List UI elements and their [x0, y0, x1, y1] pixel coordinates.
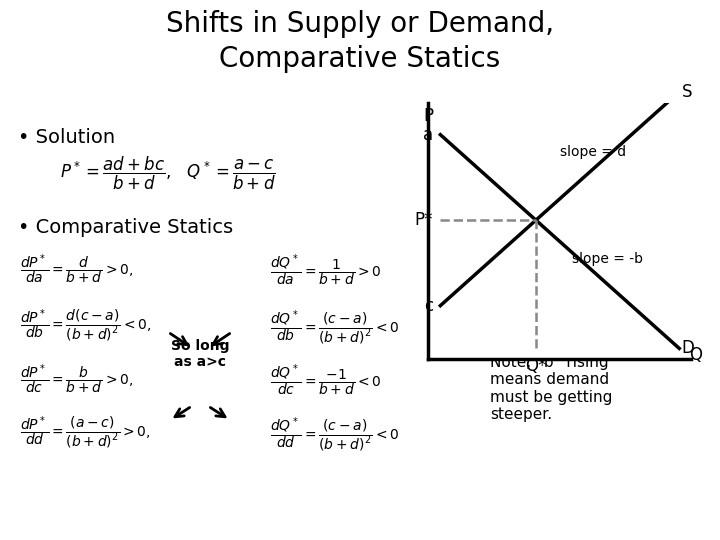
Text: P*: P* — [415, 211, 433, 229]
Text: $\dfrac{dQ^*}{dd} = \dfrac{(c-a)}{(b+d)^2} < 0$: $\dfrac{dQ^*}{dd} = \dfrac{(c-a)}{(b+d)^… — [270, 415, 400, 454]
Text: $\dfrac{dP^*}{da} = \dfrac{d}{b+d} > 0,$: $\dfrac{dP^*}{da} = \dfrac{d}{b+d} > 0,$ — [20, 252, 133, 286]
Text: Shifts in Supply or Demand,
Comparative Statics: Shifts in Supply or Demand, Comparative … — [166, 10, 554, 72]
Text: $\dfrac{dQ^*}{dc} = \dfrac{-1}{b+d} < 0$: $\dfrac{dQ^*}{dc} = \dfrac{-1}{b+d} < 0$ — [270, 362, 382, 398]
Text: $\dfrac{dQ^*}{da} = \dfrac{1}{b+d} > 0$: $\dfrac{dQ^*}{da} = \dfrac{1}{b+d} > 0$ — [270, 252, 382, 288]
Text: Q: Q — [689, 346, 702, 364]
Text: $\dfrac{dP^*}{dd} = \dfrac{(a-c)}{(b+d)^2} > 0,$: $\dfrac{dP^*}{dd} = \dfrac{(a-c)}{(b+d)^… — [20, 415, 150, 451]
Text: $\dfrac{dP^*}{dc} = \dfrac{b}{b+d} > 0,$: $\dfrac{dP^*}{dc} = \dfrac{b}{b+d} > 0,$ — [20, 362, 133, 396]
Text: S: S — [682, 83, 692, 101]
Text: Note, “b” rising
means demand
must be getting
steeper.: Note, “b” rising means demand must be ge… — [490, 355, 613, 422]
Text: • Comparative Statics: • Comparative Statics — [18, 218, 233, 237]
Text: • Solution: • Solution — [18, 128, 115, 147]
Text: Q*: Q* — [525, 357, 546, 375]
Text: slope = d: slope = d — [560, 145, 626, 159]
Text: c: c — [424, 296, 433, 315]
Text: So long
as a>c: So long as a>c — [171, 339, 229, 369]
Text: $P^* = \dfrac{ad+bc}{b+d}$,   $Q^* = \dfrac{a-c}{b+d}$: $P^* = \dfrac{ad+bc}{b+d}$, $Q^* = \dfra… — [60, 155, 276, 192]
Text: $\dfrac{dQ^*}{db} = \dfrac{(c-a)}{(b+d)^2} < 0$: $\dfrac{dQ^*}{db} = \dfrac{(c-a)}{(b+d)^… — [270, 308, 400, 347]
Text: P: P — [423, 107, 433, 125]
Text: slope = -b: slope = -b — [572, 252, 643, 266]
Text: a: a — [423, 126, 433, 144]
Text: $\dfrac{dP^*}{db} = \dfrac{d(c-a)}{(b+d)^2} < 0,$: $\dfrac{dP^*}{db} = \dfrac{d(c-a)}{(b+d)… — [20, 308, 151, 344]
Text: D: D — [682, 340, 695, 357]
